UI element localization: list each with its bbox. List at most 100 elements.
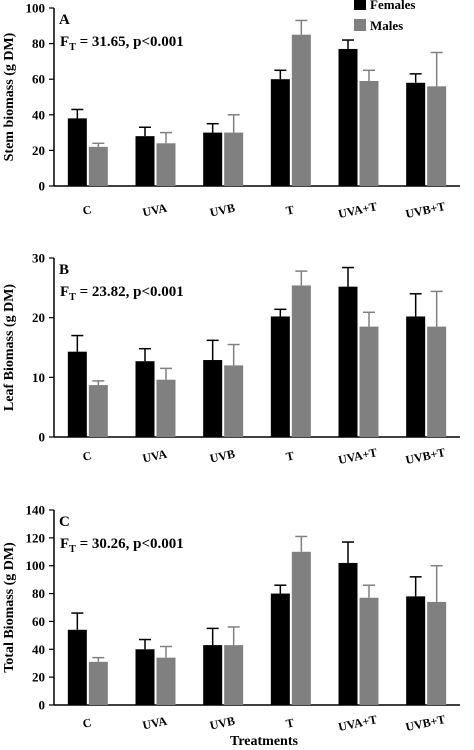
y-axis-label: Stem biomass (g DM): [2, 32, 17, 161]
bar-males: [88, 385, 108, 437]
bar-males: [88, 146, 108, 186]
panel-letter: A: [59, 12, 70, 28]
bar-males: [359, 80, 379, 186]
y-tick-label: 120: [26, 530, 46, 545]
x-tick-label: C: [81, 715, 92, 730]
y-tick-label: 0: [39, 430, 46, 445]
stat-f: F: [60, 536, 69, 552]
y-tick-label: 10: [32, 370, 45, 385]
bar-males: [156, 379, 176, 437]
x-tick-label: T: [285, 715, 296, 730]
bar-males: [427, 86, 447, 186]
bar-males: [156, 657, 176, 705]
bar-males: [359, 326, 379, 437]
x-tick-label: UVB: [208, 447, 236, 466]
bar-females: [67, 351, 87, 437]
stat-f: F: [60, 34, 69, 50]
bar-females: [67, 629, 87, 705]
bar-females: [203, 645, 223, 705]
bar-males: [291, 34, 311, 187]
bar-females: [135, 136, 155, 186]
bar-males: [156, 143, 176, 186]
bar-females: [270, 79, 290, 186]
stat-value: = 30.26, p<0.001: [76, 536, 184, 552]
x-tick-label: C: [81, 448, 92, 463]
stat-value: = 23.82, p<0.001: [76, 284, 184, 300]
bar-males: [427, 601, 447, 705]
legend-label-males: Males: [370, 18, 403, 33]
bar-females: [338, 286, 358, 437]
bar-males: [224, 645, 244, 705]
y-tick-label: 140: [26, 503, 46, 518]
y-axis-label: Leaf Biomass (g DM): [2, 284, 17, 411]
y-tick-label: 20: [32, 143, 45, 158]
stat-subscript: T: [69, 292, 76, 303]
stat-subscript: T: [69, 544, 76, 555]
bar-males: [427, 326, 447, 437]
bar-males: [88, 661, 108, 705]
y-tick-label: 0: [39, 179, 46, 194]
stat-text: FT = 23.82, p<0.001: [60, 284, 184, 303]
y-tick-label: 30: [32, 251, 45, 266]
x-tick-label: UVA+T: [337, 199, 378, 221]
panel-letter: B: [59, 262, 69, 278]
bar-females: [270, 593, 290, 705]
x-tick-label: UVA: [141, 447, 168, 466]
stat-text: FT = 30.26, p<0.001: [60, 536, 184, 555]
legend-swatch-males: [354, 19, 366, 31]
bar-females: [67, 118, 87, 186]
y-axis-label: Total Biomass (g DM): [2, 542, 17, 673]
bar-males: [224, 365, 244, 437]
x-tick-label: UVB: [208, 201, 236, 220]
bar-females: [406, 596, 426, 705]
bar-females: [406, 82, 426, 186]
legend-label-females: Females: [370, 0, 415, 12]
bar-females: [338, 562, 358, 705]
y-tick-label: 80: [32, 586, 45, 601]
x-axis-title: Treatments: [230, 734, 298, 749]
x-tick-label: T: [285, 448, 296, 463]
x-tick-label: UVB+T: [404, 199, 446, 221]
x-tick-label: UVA+T: [337, 712, 378, 734]
x-tick-label: UVA: [141, 201, 168, 220]
bar-females: [135, 361, 155, 437]
bar-females: [135, 649, 155, 705]
y-tick-label: 20: [32, 310, 45, 325]
stat-f: F: [60, 284, 69, 300]
legend-swatch-females: [354, 0, 366, 10]
bar-females: [203, 132, 223, 186]
bar-females: [270, 316, 290, 437]
y-tick-label: 20: [32, 670, 45, 685]
y-tick-label: 60: [32, 72, 45, 87]
x-tick-label: UVB+T: [404, 445, 446, 467]
y-tick-label: 0: [39, 698, 46, 713]
x-tick-label: T: [285, 202, 296, 217]
stat-value: = 31.65, p<0.001: [76, 34, 184, 50]
bar-females: [338, 48, 358, 186]
x-tick-label: UVA+T: [337, 445, 378, 467]
bar-males: [291, 551, 311, 705]
x-tick-label: UVB: [208, 714, 236, 733]
bar-females: [406, 316, 426, 437]
y-tick-label: 60: [32, 614, 45, 629]
x-tick-label: C: [81, 202, 92, 217]
x-tick-label: UVB+T: [404, 712, 446, 734]
y-tick-label: 40: [32, 642, 45, 657]
x-tick-label: UVA: [141, 714, 168, 733]
y-tick-label: 80: [32, 36, 45, 51]
panel-letter: C: [59, 514, 70, 530]
bar-males: [359, 597, 379, 705]
bar-females: [203, 360, 223, 437]
y-tick-label: 40: [32, 107, 45, 122]
y-tick-label: 100: [26, 1, 46, 16]
y-tick-label: 100: [26, 558, 46, 573]
legend: Females Males: [354, 0, 415, 33]
bar-males: [291, 285, 311, 437]
bar-males: [224, 132, 244, 186]
stat-text: FT = 31.65, p<0.001: [60, 34, 184, 53]
stat-subscript: T: [69, 42, 76, 53]
